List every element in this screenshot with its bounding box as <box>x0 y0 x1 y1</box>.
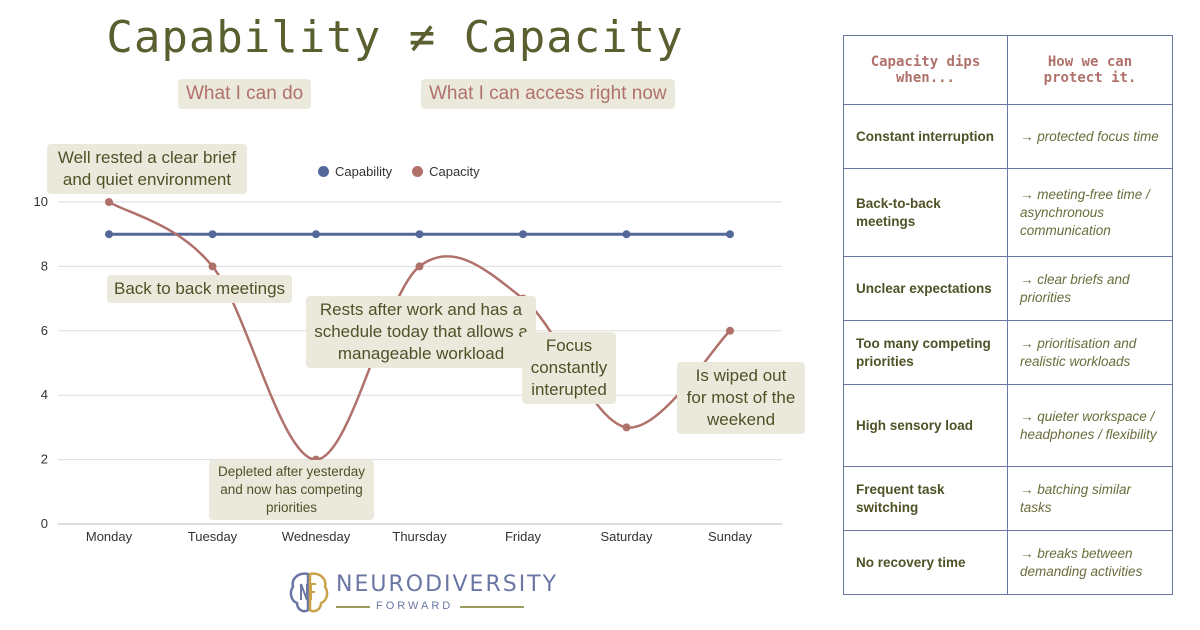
brain-icon <box>289 572 329 613</box>
table-row: Back-to-back meetings → meeting-free time… <box>843 168 1173 257</box>
capability-point <box>105 230 113 239</box>
table-header: Capacity dips when... <box>843 35 1008 105</box>
annotation-thursday: Rests after work and has a schedule toda… <box>306 296 536 368</box>
table-header: How we can protect it. <box>1007 35 1173 105</box>
table-header-row: Capacity dips when... How we can protect… <box>843 35 1173 105</box>
chart-legend: Capability Capacity <box>318 164 480 179</box>
capability-label: What I can do <box>178 79 312 109</box>
y-tick-label: 2 <box>41 452 48 467</box>
capability-point <box>208 230 217 239</box>
table-cell: → quieter workspace / headphones / flexi… <box>1007 384 1173 467</box>
capacity-point <box>726 326 734 335</box>
x-tick-label: Thursday <box>392 529 447 544</box>
line-chart: 0 2 4 6 8 10 Monday Tuesday Wednesday Thursday Fri… <box>34 194 782 544</box>
y-tick-label: 8 <box>41 258 48 273</box>
capability-point <box>622 230 631 239</box>
legend-label: Capability <box>335 164 393 179</box>
table-cell: → breaks between demanding activities <box>1007 530 1173 595</box>
capability-point <box>312 230 320 239</box>
table-cell: → batching similar tasks <box>1007 466 1173 531</box>
table-row: High sensory load → quieter workspace / h… <box>843 384 1173 467</box>
capacity-point <box>208 262 217 271</box>
annotation-sunday: Is wiped out for most of the weekend <box>677 362 805 434</box>
y-tick-label: 6 <box>41 323 48 338</box>
y-tick-label: 4 <box>41 387 48 402</box>
y-tick-label: 10 <box>34 194 48 209</box>
y-tick-label: 0 <box>41 516 48 531</box>
brand-logo: NEURODIVERSITY FORWARD <box>288 570 556 616</box>
x-tick-label: Sunday <box>708 529 753 544</box>
table-cell: → protected focus time <box>1007 104 1173 169</box>
table-cell: High sensory load <box>843 384 1008 467</box>
annotation-tuesday: Back to back meetings <box>107 275 293 303</box>
table-cell: Constant interruption <box>843 104 1008 169</box>
annotation-monday: Well rested a clear brief and quiet envi… <box>47 144 247 194</box>
x-tick-label: Saturday <box>600 529 653 544</box>
legend-label: Capacity <box>429 164 480 179</box>
table-cell: → clear briefs and priorities <box>1007 256 1173 321</box>
table-row: Unclear expectations → clear briefs and p… <box>843 256 1173 321</box>
capacity-label: What I can access right now <box>421 79 675 109</box>
legend-item-capacity: Capacity <box>412 164 480 179</box>
capacity-table: Capacity dips when... How we can protect… <box>843 35 1173 595</box>
capacity-swatch-icon <box>412 166 424 177</box>
table-cell: → meeting-free time / asynchronous commu… <box>1007 168 1173 257</box>
capacity-point <box>622 423 631 432</box>
table-cell: Too many competing priorities <box>843 320 1008 385</box>
table-row: Frequent task switching → batching simila… <box>843 466 1173 531</box>
table-row: Constant interruption → protected focus t… <box>843 104 1173 169</box>
table-row: Too many competing priorities → prioritis… <box>843 320 1173 385</box>
page-title: Capability ≠ Capacity <box>106 12 684 63</box>
x-tick-label: Wednesday <box>282 529 351 544</box>
capability-point <box>415 230 424 239</box>
table-cell: → prioritisation and realistic workloads <box>1007 320 1173 385</box>
brand-sub: FORWARD <box>376 600 454 612</box>
capacity-point <box>105 198 113 206</box>
table-cell: Unclear expectations <box>843 256 1008 321</box>
capability-point <box>519 230 527 239</box>
annotation-wednesday: Depleted after yesterday and now has com… <box>209 460 374 520</box>
x-tick-label: Friday <box>505 529 542 544</box>
capability-swatch-icon <box>318 166 329 177</box>
table-cell: No recovery time <box>843 530 1008 595</box>
divider <box>336 606 370 608</box>
table-cell: Back-to-back meetings <box>843 168 1008 257</box>
capacity-point <box>415 262 424 271</box>
x-tick-label: Monday <box>86 529 133 544</box>
x-tick-label: Tuesday <box>188 529 238 544</box>
brand-name: NEURODIVERSITY <box>336 572 559 597</box>
divider <box>460 606 524 608</box>
table-row: No recovery time → breaks between demandi… <box>843 530 1173 595</box>
annotation-friday: Focus constantly interupted <box>522 332 616 404</box>
legend-item-capability: Capability <box>318 164 392 179</box>
table-cell: Frequent task switching <box>843 466 1008 531</box>
capability-point <box>726 230 734 239</box>
